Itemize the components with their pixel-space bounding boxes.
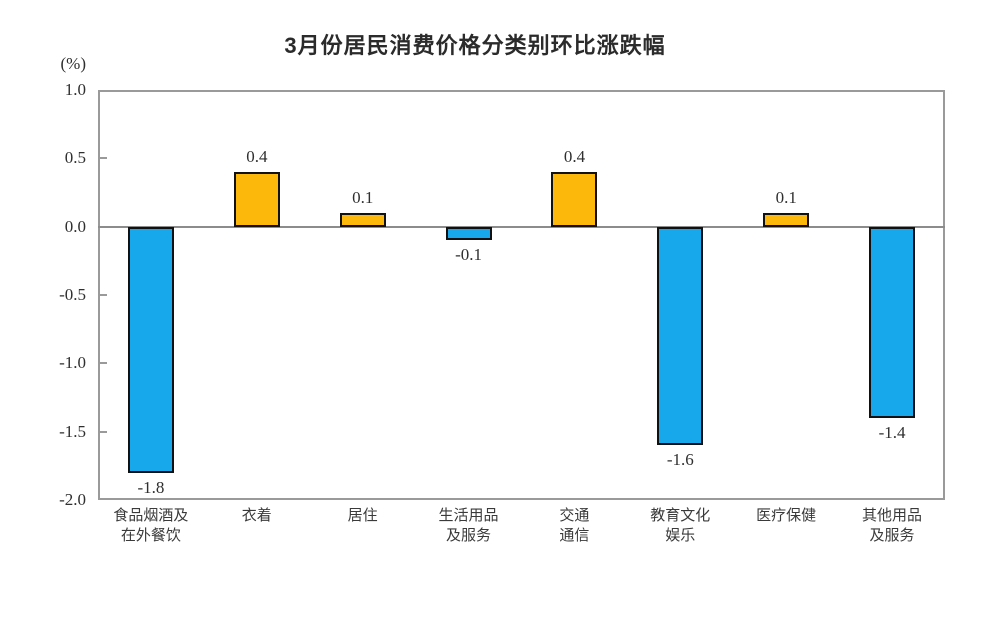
zero-line bbox=[98, 225, 945, 228]
x-category-label: 教育文化 娱乐 bbox=[650, 507, 711, 544]
y-axis-unit-label: (%) bbox=[60, 54, 86, 73]
x-category-label: 其他用品 及服务 bbox=[862, 507, 923, 544]
bar-negative bbox=[127, 226, 174, 473]
bar-value-label: -1.8 bbox=[137, 477, 165, 497]
chart-title: 3月份居民消费价格分类别环比涨跌幅 bbox=[284, 33, 666, 58]
x-category-label: 交通 通信 bbox=[559, 507, 590, 544]
bar-value-label: -1.4 bbox=[878, 423, 906, 442]
bar-positive bbox=[233, 172, 280, 227]
y-tick-label: 1.0 bbox=[64, 80, 86, 99]
bar-value-label: 0.4 bbox=[563, 147, 586, 166]
x-category-label: 衣着 bbox=[241, 507, 272, 524]
y-tick-label: 0.0 bbox=[64, 216, 86, 236]
bar-positive bbox=[339, 213, 386, 227]
x-category-label: 居住 bbox=[347, 507, 378, 524]
x-category-label: 医疗保健 bbox=[756, 507, 817, 524]
y-tick-label: 0.5 bbox=[64, 148, 86, 168]
y-tick-mark bbox=[98, 430, 107, 433]
bar-negative bbox=[657, 226, 704, 446]
y-tick-mark bbox=[98, 362, 107, 365]
y-tick-label: -1.0 bbox=[59, 353, 86, 373]
y-tick-label: -2.0 bbox=[59, 490, 86, 509]
x-category-label: 生活用品 及服务 bbox=[438, 507, 499, 544]
bar-negative bbox=[445, 226, 492, 241]
y-tick-mark bbox=[98, 294, 107, 296]
bar-positive bbox=[551, 172, 598, 227]
plot-area bbox=[98, 90, 945, 500]
bar-value-label: 0.1 bbox=[352, 188, 374, 207]
x-category-label: 食品烟酒及 在外餐饮 bbox=[113, 507, 189, 544]
bar-negative bbox=[869, 226, 916, 418]
bar-value-label: -0.1 bbox=[455, 245, 483, 265]
y-tick-label: -0.5 bbox=[59, 285, 86, 304]
y-tick-mark bbox=[98, 157, 107, 160]
bar-positive bbox=[763, 213, 810, 227]
bar-value-label: -1.6 bbox=[666, 450, 694, 470]
y-tick-label: -1.5 bbox=[59, 421, 86, 441]
bar-value-label: 0.1 bbox=[775, 188, 797, 207]
bar-value-label: 0.4 bbox=[246, 147, 268, 166]
